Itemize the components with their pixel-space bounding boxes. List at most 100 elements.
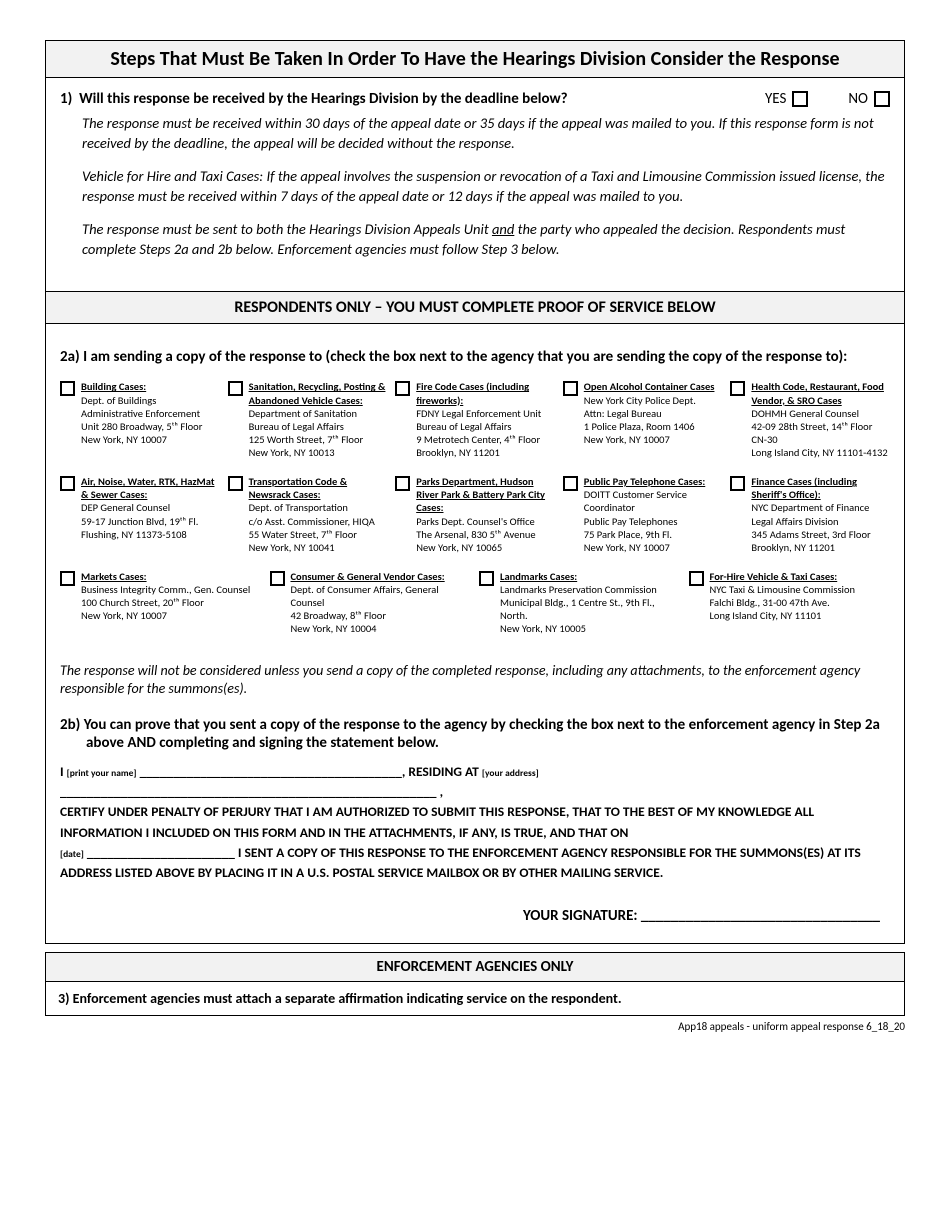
agency-item: For-Hire Vehicle & Taxi Cases:NYC Taxi &… <box>689 570 891 636</box>
agency-item: Markets Cases:Business Integrity Comm., … <box>60 570 262 636</box>
agency-line: Legal Affairs Division <box>751 515 890 528</box>
agency-title: Landmarks Cases: <box>500 570 681 583</box>
agency-title: Sanitation, Recycling, Posting & Abandon… <box>249 380 388 406</box>
agency-line: Department of Sanitation <box>249 407 388 420</box>
date-blank[interactable]: ______________________ <box>87 844 235 861</box>
agency-text: Fire Code Cases (including fireworks):FD… <box>416 380 555 459</box>
agency-title: Markets Cases: <box>81 570 250 583</box>
agency-line: NYC Department of Finance <box>751 501 890 514</box>
q1-explanation: The response must be received within 30 … <box>82 114 890 259</box>
print-name-label: [print your name] <box>67 767 137 779</box>
agency-line: Brooklyn, NY 11201 <box>751 541 890 554</box>
agency-title: Fire Code Cases (including fireworks): <box>416 380 555 406</box>
agency-title: For-Hire Vehicle & Taxi Cases: <box>710 570 856 583</box>
agency-checkbox[interactable] <box>730 476 745 491</box>
agency-checkbox[interactable] <box>60 476 75 491</box>
yes-no-group: YES NO <box>765 90 890 108</box>
agency-checkbox[interactable] <box>228 381 243 396</box>
agency-line: Flushing, NY 11373-5108 <box>81 528 220 541</box>
yes-option[interactable]: YES <box>765 90 808 108</box>
agency-checkbox[interactable] <box>60 381 75 396</box>
agency-row-2: Air, Noise, Water, RTK, HazMat & Sewer C… <box>60 475 890 554</box>
agency-line: 55 Water Street, 7ᵗʰ Floor <box>249 528 388 541</box>
agency-checkbox[interactable] <box>60 571 75 586</box>
agency-line: 59-17 Junction Blvd, 19ᵗʰ Fl. <box>81 515 220 528</box>
agency-line: 100 Church Street, 20ᵗʰ Floor <box>81 596 250 609</box>
agency-checkbox[interactable] <box>270 571 285 586</box>
name-blank[interactable]: _______________________________________ <box>140 763 402 780</box>
q1-section: 1) Will this response be received by the… <box>46 78 904 291</box>
agency-item: Transportation Code & Newsrack Cases:Dep… <box>228 475 388 554</box>
agency-title: Consumer & General Vendor Cases: <box>291 570 472 583</box>
footer-text: App18 appeals - uniform appeal response … <box>45 1020 905 1033</box>
enforcement-box: ENFORCEMENT AGENCIES ONLY 3) Enforcement… <box>45 952 905 1016</box>
agency-line: 1 Police Plaza, Room 1406 <box>584 420 715 433</box>
agency-checkbox[interactable] <box>563 381 578 396</box>
agency-line: 75 Park Place, 9th Fl. <box>584 528 705 541</box>
no-option[interactable]: NO <box>848 90 890 108</box>
agency-line: Parks Dept. Counsel's Office <box>416 515 555 528</box>
agency-line: Bureau of Legal Affairs <box>416 420 555 433</box>
agency-line: Long Island City, NY 11101 <box>710 609 856 622</box>
agency-title: Public Pay Telephone Cases: <box>584 475 705 488</box>
q1-p1: The response must be received within 30 … <box>82 114 890 153</box>
signature-line[interactable]: YOUR SIGNATURE: ________________________… <box>60 907 890 925</box>
address-label: [your address] <box>482 767 539 779</box>
agency-line: FDNY Legal Enforcement Unit <box>416 407 555 420</box>
agency-text: Building Cases:Dept. of BuildingsAdminis… <box>81 380 202 446</box>
agency-title: Finance Cases (including Sheriff's Offic… <box>751 475 890 501</box>
agency-checkbox[interactable] <box>395 381 410 396</box>
agency-title: Parks Department, Hudson River Park & Ba… <box>416 475 555 514</box>
agency-line: New York, NY 10007 <box>81 609 250 622</box>
agency-line: DEP General Counsel <box>81 501 220 514</box>
agency-title: Transportation Code & Newsrack Cases: <box>249 475 388 501</box>
service-note: The response will not be considered unle… <box>60 662 890 698</box>
agency-line: New York, NY 10007 <box>584 433 715 446</box>
agency-line: c/o Asst. Commissioner, HIQA <box>249 515 388 528</box>
agency-line: Falchi Bldg., 31-00 47th Ave. <box>710 596 856 609</box>
q2a-heading: 2a) I am sending a copy of the response … <box>60 348 890 366</box>
agency-line: Bureau of Legal Affairs <box>249 420 388 433</box>
agency-text: Finance Cases (including Sheriff's Offic… <box>751 475 890 554</box>
respondents-bar: RESPONDENTS ONLY – YOU MUST COMPLETE PRO… <box>46 291 904 324</box>
address-blank[interactable]: ________________________________________… <box>60 783 443 800</box>
q1-p3: The response must be sent to both the He… <box>82 220 890 259</box>
agency-line: Long Island City, NY 11101-4132 <box>751 446 890 459</box>
agency-line: 125 Worth Street, 7ᵗʰ Floor <box>249 433 388 446</box>
agency-text: Open Alcohol Container CasesNew York Cit… <box>584 380 715 446</box>
agency-line: Business Integrity Comm., Gen. Counsel <box>81 583 250 596</box>
agency-line: Dept. of Transportation <box>249 501 388 514</box>
agency-line: New York, NY 10005 <box>500 622 681 635</box>
agency-checkbox[interactable] <box>730 381 745 396</box>
agency-line: Dept. of Buildings <box>81 394 202 407</box>
agency-line: 345 Adams Street, 3rd Floor <box>751 528 890 541</box>
agency-line: Public Pay Telephones <box>584 515 705 528</box>
agency-item: Parks Department, Hudson River Park & Ba… <box>395 475 555 554</box>
agency-line: New York City Police Dept. <box>584 394 715 407</box>
agency-line: Landmarks Preservation Commission <box>500 583 681 596</box>
agency-checkbox[interactable] <box>395 476 410 491</box>
agency-checkbox[interactable] <box>563 476 578 491</box>
agency-line: Attn: Legal Bureau <box>584 407 715 420</box>
agency-checkbox[interactable] <box>689 571 704 586</box>
agency-line: NYC Taxi & Limousine Commission <box>710 583 856 596</box>
no-checkbox[interactable] <box>874 91 890 107</box>
agency-checkbox[interactable] <box>228 476 243 491</box>
certification-block: I [print your name] ____________________… <box>60 762 890 884</box>
agency-line: New York, NY 10013 <box>249 446 388 459</box>
agency-line: Administrative Enforcement <box>81 407 202 420</box>
agency-item: Sanitation, Recycling, Posting & Abandon… <box>228 380 388 459</box>
agency-item: Building Cases:Dept. of BuildingsAdminis… <box>60 380 220 459</box>
yes-label: YES <box>765 90 786 108</box>
yes-checkbox[interactable] <box>792 91 808 107</box>
agency-checkbox[interactable] <box>479 571 494 586</box>
agency-item: Public Pay Telephone Cases:DOITT Custome… <box>563 475 723 554</box>
agency-text: Consumer & General Vendor Cases:Dept. of… <box>291 570 472 636</box>
agency-title: Air, Noise, Water, RTK, HazMat & Sewer C… <box>81 475 220 501</box>
agency-title: Building Cases: <box>81 380 202 393</box>
q2-section: 2a) I am sending a copy of the response … <box>46 324 904 943</box>
agency-item: Landmarks Cases:Landmarks Preservation C… <box>479 570 681 636</box>
agency-line: Municipal Bldg., 1 Centre St., 9th Fl., … <box>500 596 681 622</box>
agency-line: The Arsenal, 830 5ᵗʰ Avenue <box>416 528 555 541</box>
agency-title: Health Code, Restaurant, Food Vendor, & … <box>751 380 890 406</box>
